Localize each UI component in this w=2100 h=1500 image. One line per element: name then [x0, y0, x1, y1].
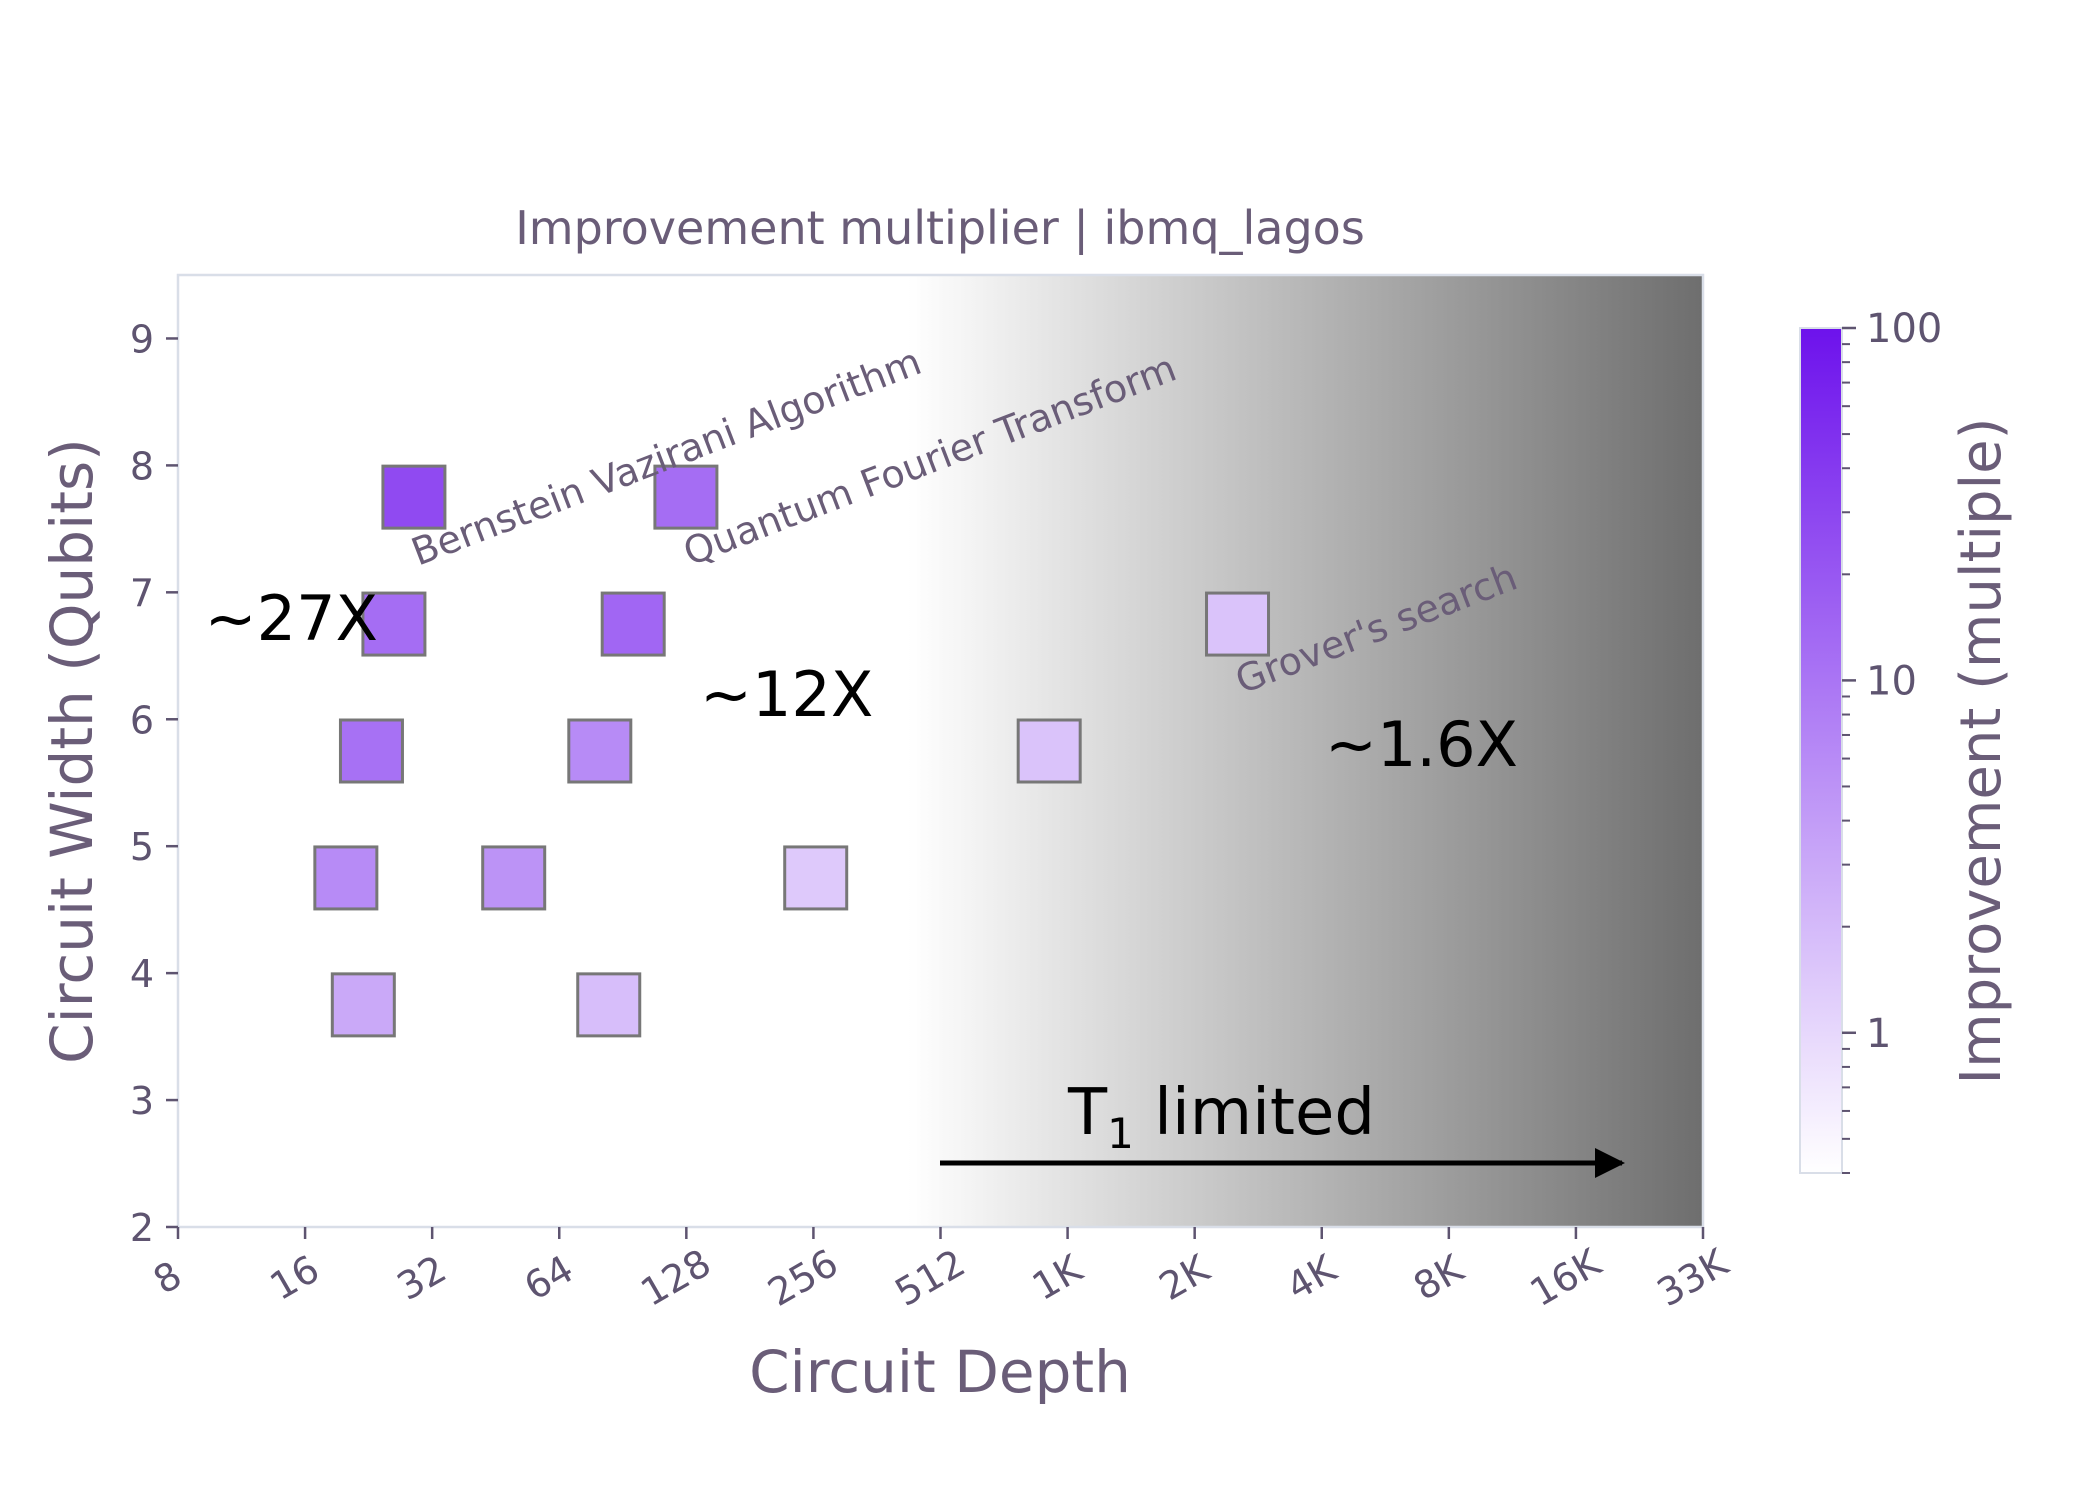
callout-1-6x: ~1.6X	[1325, 708, 1518, 781]
data-point	[1205, 591, 1271, 657]
colorbar-label: Improvement (multiple)	[1949, 418, 2014, 1085]
x-tick-label: 64	[517, 1247, 581, 1309]
x-axis: 8 16 32 64 128 256 512 1K 2K 4K 8K 16K 33K	[146, 1227, 1736, 1315]
chart-title: Improvement multiplier | ibmq_lagos	[515, 201, 1365, 256]
x-tick-label: 8K	[1406, 1246, 1471, 1309]
colorbar-tick-label: 1	[1866, 1011, 1891, 1057]
data-point	[576, 972, 642, 1038]
x-axis-label: Circuit Depth	[749, 1338, 1131, 1406]
data-point	[653, 464, 719, 530]
x-tick-label: 4K	[1279, 1246, 1344, 1309]
data-point	[330, 972, 396, 1038]
y-tick-label: 8	[130, 444, 154, 488]
colorbar	[1799, 327, 1843, 1174]
x-tick-label: 1K	[1025, 1246, 1090, 1309]
data-point	[381, 464, 447, 530]
data-point	[783, 845, 849, 911]
y-axis-label: Circuit Width (Qubits)	[38, 438, 106, 1064]
y-tick-label: 6	[130, 698, 154, 742]
x-tick-label: 16K	[1523, 1240, 1609, 1315]
callout-12x: ~12X	[700, 658, 873, 731]
x-tick-label: 256	[761, 1241, 846, 1315]
y-axis: 2 3 4 5 6 7 8 9	[130, 317, 178, 1250]
data-point	[361, 591, 427, 657]
t1-limited-label: T1 limited	[1067, 1076, 1375, 1158]
x-tick-label: 8	[146, 1253, 189, 1303]
y-tick-label: 4	[130, 952, 154, 996]
colorbar-ticks: 1 10 100	[1842, 306, 1942, 1174]
data-point	[600, 591, 666, 657]
data-point	[567, 718, 633, 784]
algorithm-label-bernstein-vazirani: Bernstein Vazirani Algorithm	[405, 339, 927, 574]
data-markers	[313, 464, 1271, 1038]
x-tick-label: 16	[263, 1247, 327, 1309]
x-tick-label: 512	[888, 1241, 973, 1315]
y-tick-label: 7	[130, 571, 154, 615]
y-tick-label: 3	[130, 1079, 154, 1123]
x-tick-label: 128	[633, 1241, 718, 1315]
x-tick-label: 33K	[1650, 1240, 1736, 1315]
x-tick-label: 32	[390, 1247, 454, 1309]
colorbar-tick-label: 100	[1866, 306, 1942, 352]
callout-27x: ~27X	[205, 582, 378, 655]
data-point	[313, 845, 379, 911]
x-tick-label: 2K	[1152, 1246, 1217, 1309]
data-point	[1016, 718, 1082, 784]
data-point	[338, 718, 404, 784]
y-tick-label: 2	[130, 1206, 154, 1250]
y-tick-label: 9	[130, 317, 154, 361]
colorbar-tick-label: 10	[1866, 658, 1917, 704]
data-point	[481, 845, 547, 911]
y-tick-label: 5	[130, 825, 154, 869]
